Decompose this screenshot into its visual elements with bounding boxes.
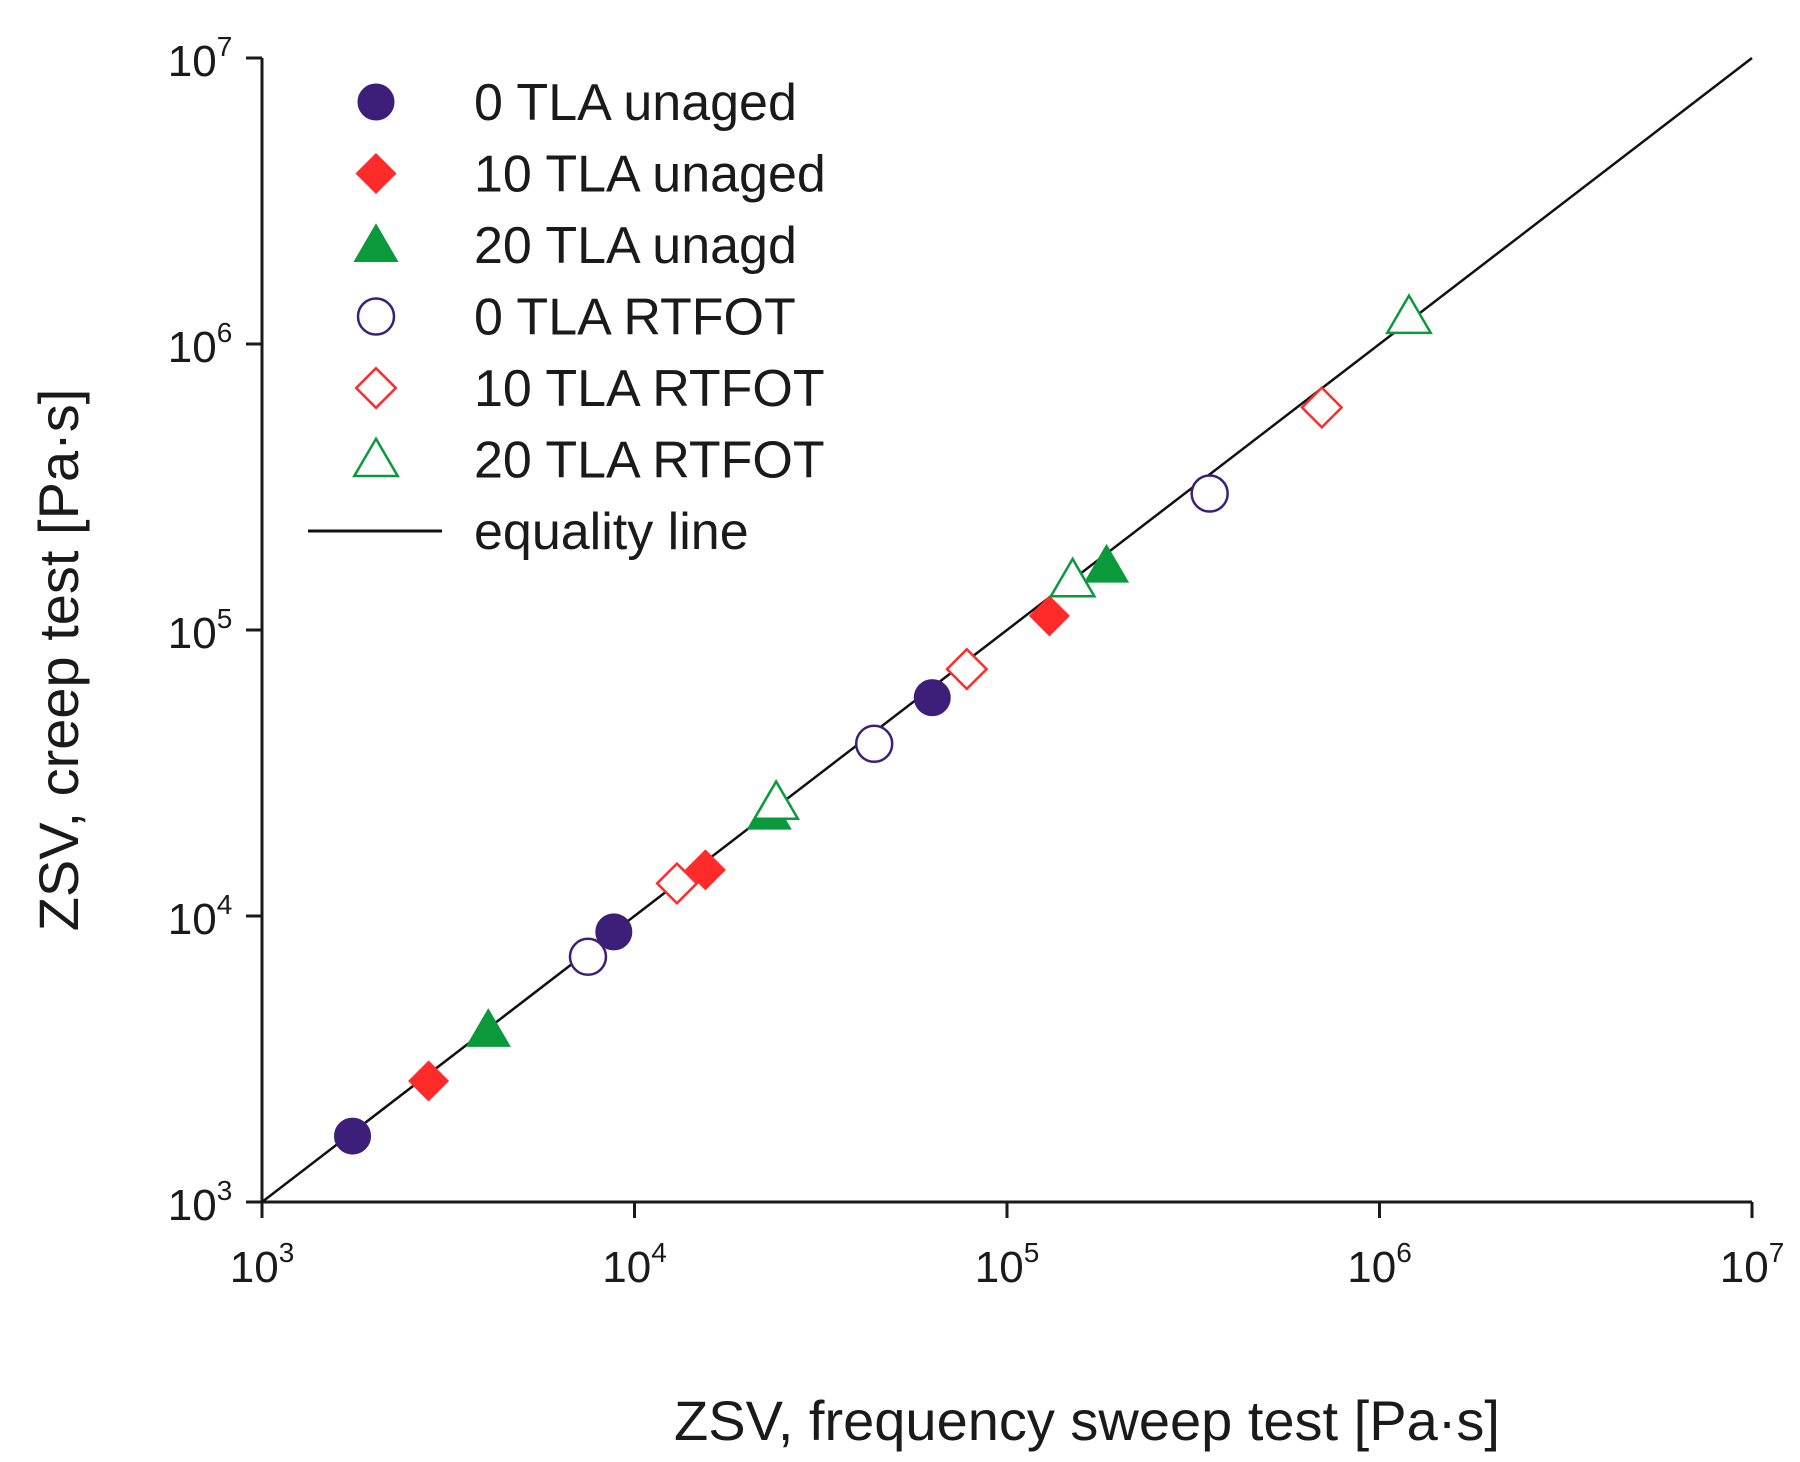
legend-marker: [356, 297, 396, 336]
data-point: [568, 937, 608, 977]
legend-marker: [354, 366, 398, 410]
y-tick-label: 103: [168, 1175, 233, 1230]
legend-entry: 20 TLA unagd: [353, 217, 797, 275]
x-tick-label: 104: [602, 1237, 667, 1292]
data-point: [1190, 474, 1229, 513]
y-tick-label: 104: [168, 889, 233, 944]
data-marks: [261, 57, 1753, 1203]
x-tick-label: 105: [975, 1237, 1040, 1292]
y-tick-label: 105: [168, 603, 233, 658]
legend-label: 20 TLA RTFOT: [474, 432, 825, 490]
data-point: [684, 849, 726, 891]
data-point: [752, 779, 801, 820]
y-axis-title: ZSV, creep test [Pa·s]: [27, 389, 90, 932]
data-point: [465, 1008, 511, 1047]
y-tick-label: 106: [168, 317, 233, 372]
data-point: [595, 913, 633, 951]
data-point: [913, 679, 951, 717]
x-axis-title: ZSV, frequency sweep test [Pa·s]: [674, 1389, 1500, 1452]
series-2: [408, 595, 1070, 1102]
data-point: [854, 724, 894, 764]
data-point: [334, 1117, 372, 1155]
legend-entry: 10 TLA unaged: [355, 146, 826, 204]
legend-label: 0 TLA RTFOT: [474, 289, 796, 347]
series-6: [752, 293, 1433, 820]
series-4: [568, 474, 1229, 977]
equality-line: [261, 57, 1753, 1203]
data-point: [1300, 385, 1344, 430]
x-tick-label: 103: [230, 1237, 295, 1292]
data-point: [408, 1060, 450, 1102]
legend-entry: 20 TLA RTFOT: [352, 432, 825, 490]
x-tick-label: 106: [1347, 1237, 1412, 1292]
data-point: [1048, 556, 1097, 598]
data-point: [1083, 543, 1130, 583]
legend-entry: 0 TLA unaged: [357, 74, 797, 132]
legend-marker: [352, 436, 400, 478]
legend-marker: [355, 152, 397, 195]
legend-entry: 10 TLA RTFOT: [354, 360, 825, 418]
legend-entry: equality line: [308, 503, 749, 561]
legend-label: equality line: [474, 503, 749, 561]
legend-label: 0 TLA unaged: [474, 74, 797, 132]
axes: 103 104 105 106 107 103 104 105 106 107: [168, 31, 1785, 1292]
series-5: [655, 385, 1344, 905]
legend-label: 10 TLA RTFOT: [474, 360, 825, 418]
legend-label: 20 TLA unagd: [474, 217, 797, 275]
series-3: [465, 543, 1130, 1047]
series-1: [334, 679, 951, 1155]
legend-marker: [353, 223, 399, 263]
legend-marker: [357, 83, 395, 121]
legend-entry: 0 TLA RTFOT: [356, 289, 796, 347]
data-point: [1385, 293, 1433, 335]
y-tick-label: 107: [168, 31, 233, 86]
legend-label: 10 TLA unaged: [474, 146, 826, 204]
data-point: [655, 861, 699, 905]
x-tick-label: 107: [1720, 1237, 1785, 1292]
data-point: [945, 647, 989, 691]
data-point: [1028, 595, 1070, 637]
legend: 0 TLA unaged 10 TLA unaged 20 TLA unagd 0 T…: [308, 74, 826, 561]
